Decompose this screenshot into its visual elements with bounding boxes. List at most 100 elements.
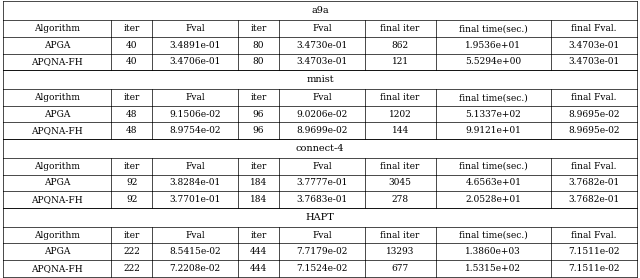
Text: Algorithm: Algorithm: [35, 24, 80, 33]
Text: 3.7682e-01: 3.7682e-01: [568, 195, 620, 204]
Text: APGA: APGA: [44, 110, 70, 119]
Text: APQNA-FH: APQNA-FH: [31, 195, 83, 204]
Text: 96: 96: [253, 126, 264, 135]
Text: 7.1511e-02: 7.1511e-02: [568, 247, 620, 256]
Text: 1.3860e+03: 1.3860e+03: [465, 247, 521, 256]
Text: 8.9699e-02: 8.9699e-02: [296, 126, 348, 135]
Text: 444: 444: [250, 247, 267, 256]
Text: Fval: Fval: [312, 162, 332, 171]
Text: 3.4703e-01: 3.4703e-01: [568, 41, 620, 50]
Text: final Fval.: final Fval.: [571, 93, 617, 102]
Text: final Fval.: final Fval.: [571, 231, 617, 240]
Text: 48: 48: [126, 110, 138, 119]
Text: 278: 278: [392, 195, 409, 204]
Text: Fval: Fval: [186, 24, 205, 33]
Text: Fval: Fval: [312, 93, 332, 102]
Text: iter: iter: [124, 162, 140, 171]
Text: APGA: APGA: [44, 178, 70, 187]
Text: 444: 444: [250, 264, 267, 273]
Text: 1.5315e+02: 1.5315e+02: [465, 264, 522, 273]
Text: iter: iter: [124, 231, 140, 240]
Text: 3.4730e-01: 3.4730e-01: [296, 41, 348, 50]
Text: final Fval.: final Fval.: [571, 162, 617, 171]
Text: final iter: final iter: [380, 231, 420, 240]
Text: 40: 40: [126, 57, 138, 66]
Text: 184: 184: [250, 178, 267, 187]
Text: 4.6563e+01: 4.6563e+01: [465, 178, 522, 187]
Text: 7.7179e-02: 7.7179e-02: [296, 247, 348, 256]
Text: 92: 92: [126, 178, 138, 187]
Text: final iter: final iter: [380, 162, 420, 171]
Text: 3.4706e-01: 3.4706e-01: [170, 57, 221, 66]
Text: 677: 677: [392, 264, 409, 273]
Text: 1.9536e+01: 1.9536e+01: [465, 41, 522, 50]
Text: 3.7682e-01: 3.7682e-01: [568, 178, 620, 187]
Text: Fval: Fval: [312, 24, 332, 33]
Text: 8.9695e-02: 8.9695e-02: [568, 110, 620, 119]
Text: 8.5415e-02: 8.5415e-02: [170, 247, 221, 256]
Text: Fval: Fval: [186, 231, 205, 240]
Text: Algorithm: Algorithm: [35, 231, 80, 240]
Text: 5.1337e+02: 5.1337e+02: [465, 110, 521, 119]
Text: HAPT: HAPT: [305, 213, 335, 222]
Text: 862: 862: [392, 41, 409, 50]
Text: 1202: 1202: [388, 110, 412, 119]
Text: final iter: final iter: [380, 24, 420, 33]
Text: 222: 222: [124, 264, 140, 273]
Text: 3.7777e-01: 3.7777e-01: [296, 178, 348, 187]
Text: final time(sec.): final time(sec.): [459, 162, 528, 171]
Text: APQNA-FH: APQNA-FH: [31, 126, 83, 135]
Text: 222: 222: [124, 247, 140, 256]
Text: 7.1524e-02: 7.1524e-02: [296, 264, 348, 273]
Text: final time(sec.): final time(sec.): [459, 24, 528, 33]
Text: iter: iter: [250, 231, 267, 240]
Text: Algorithm: Algorithm: [35, 162, 80, 171]
Text: APQNA-FH: APQNA-FH: [31, 264, 83, 273]
Text: 5.5294e+00: 5.5294e+00: [465, 57, 522, 66]
Text: 92: 92: [126, 195, 138, 204]
Text: Fval: Fval: [186, 162, 205, 171]
Text: 9.1506e-02: 9.1506e-02: [170, 110, 221, 119]
Text: iter: iter: [250, 162, 267, 171]
Text: 3.4891e-01: 3.4891e-01: [170, 41, 221, 50]
Text: 3045: 3045: [388, 178, 412, 187]
Text: final Fval.: final Fval.: [571, 24, 617, 33]
Text: APGA: APGA: [44, 247, 70, 256]
Text: 184: 184: [250, 195, 267, 204]
Text: 3.4703e-01: 3.4703e-01: [296, 57, 348, 66]
Text: Fval: Fval: [312, 231, 332, 240]
Text: 9.9121e+01: 9.9121e+01: [465, 126, 521, 135]
Text: 80: 80: [253, 41, 264, 50]
Text: final time(sec.): final time(sec.): [459, 93, 528, 102]
Text: 3.4703e-01: 3.4703e-01: [568, 57, 620, 66]
Text: connect-4: connect-4: [296, 144, 344, 153]
Text: 8.9754e-02: 8.9754e-02: [170, 126, 221, 135]
Text: Algorithm: Algorithm: [35, 93, 80, 102]
Text: final iter: final iter: [380, 93, 420, 102]
Text: iter: iter: [124, 24, 140, 33]
Text: 2.0528e+01: 2.0528e+01: [465, 195, 521, 204]
Text: Fval: Fval: [186, 93, 205, 102]
Text: 40: 40: [126, 41, 138, 50]
Text: 144: 144: [392, 126, 409, 135]
Text: 96: 96: [253, 110, 264, 119]
Text: 7.2208e-02: 7.2208e-02: [170, 264, 221, 273]
Text: 7.1511e-02: 7.1511e-02: [568, 264, 620, 273]
Text: iter: iter: [250, 24, 267, 33]
Text: iter: iter: [124, 93, 140, 102]
Text: 3.8284e-01: 3.8284e-01: [170, 178, 221, 187]
Text: iter: iter: [250, 93, 267, 102]
Text: 8.9695e-02: 8.9695e-02: [568, 126, 620, 135]
Text: 80: 80: [253, 57, 264, 66]
Text: 3.7683e-01: 3.7683e-01: [296, 195, 348, 204]
Text: 9.0206e-02: 9.0206e-02: [296, 110, 348, 119]
Text: APQNA-FH: APQNA-FH: [31, 57, 83, 66]
Text: APGA: APGA: [44, 41, 70, 50]
Text: final time(sec.): final time(sec.): [459, 231, 528, 240]
Text: 3.7701e-01: 3.7701e-01: [170, 195, 221, 204]
Text: 121: 121: [392, 57, 409, 66]
Text: a9a: a9a: [311, 6, 329, 15]
Text: 13293: 13293: [386, 247, 414, 256]
Text: 48: 48: [126, 126, 138, 135]
Text: mnist: mnist: [306, 75, 334, 84]
